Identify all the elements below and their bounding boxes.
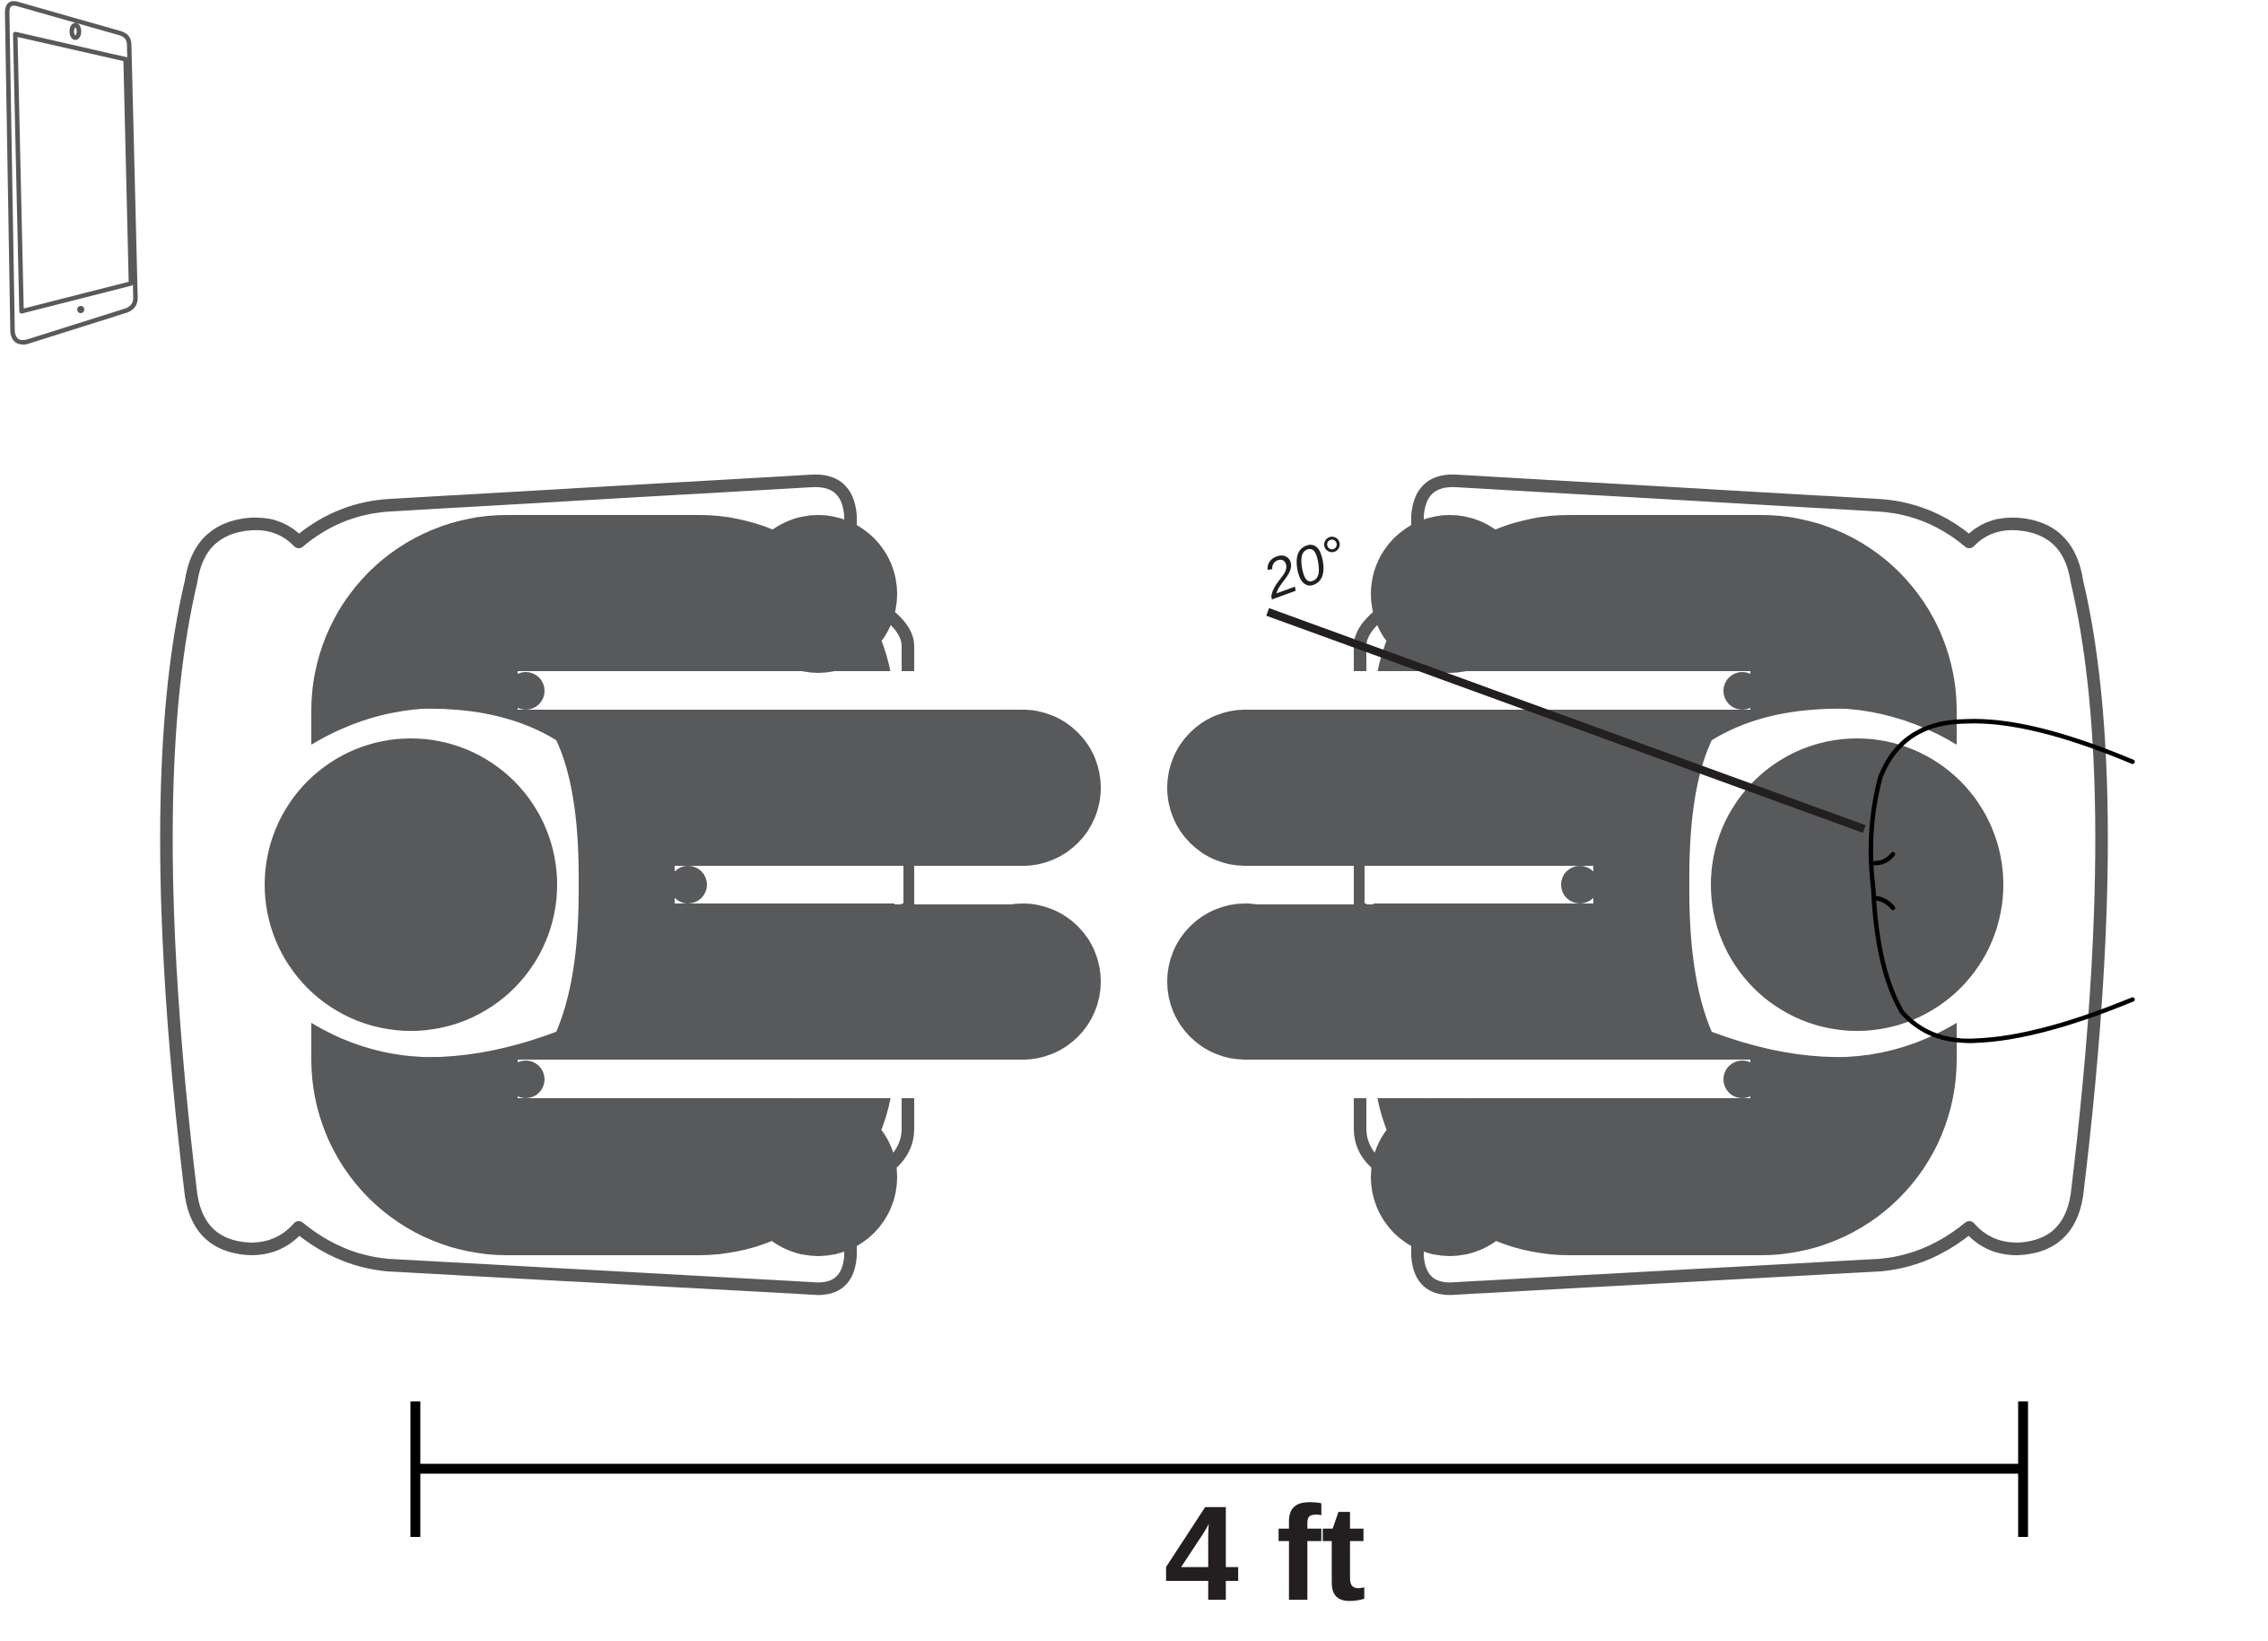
right-seated-person: [1167, 474, 2108, 1296]
distance-label: 4 ft: [1165, 1478, 1366, 1628]
head-turn-mark-bottom: [1872, 895, 1896, 911]
distance-dimension: 4 ft: [410, 1401, 2028, 1628]
left-seated-person: [160, 474, 1101, 1296]
head-turn-outline: [1868, 719, 2135, 1043]
sight-line: [1266, 607, 1866, 834]
seated-person-turned-icon: [1167, 515, 2003, 1256]
tablet-icon: [4, 1, 138, 345]
head-turn-mark-top: [1872, 851, 1896, 866]
seated-person-icon: [265, 515, 1101, 1256]
angle-label: 20°: [1254, 524, 1356, 611]
